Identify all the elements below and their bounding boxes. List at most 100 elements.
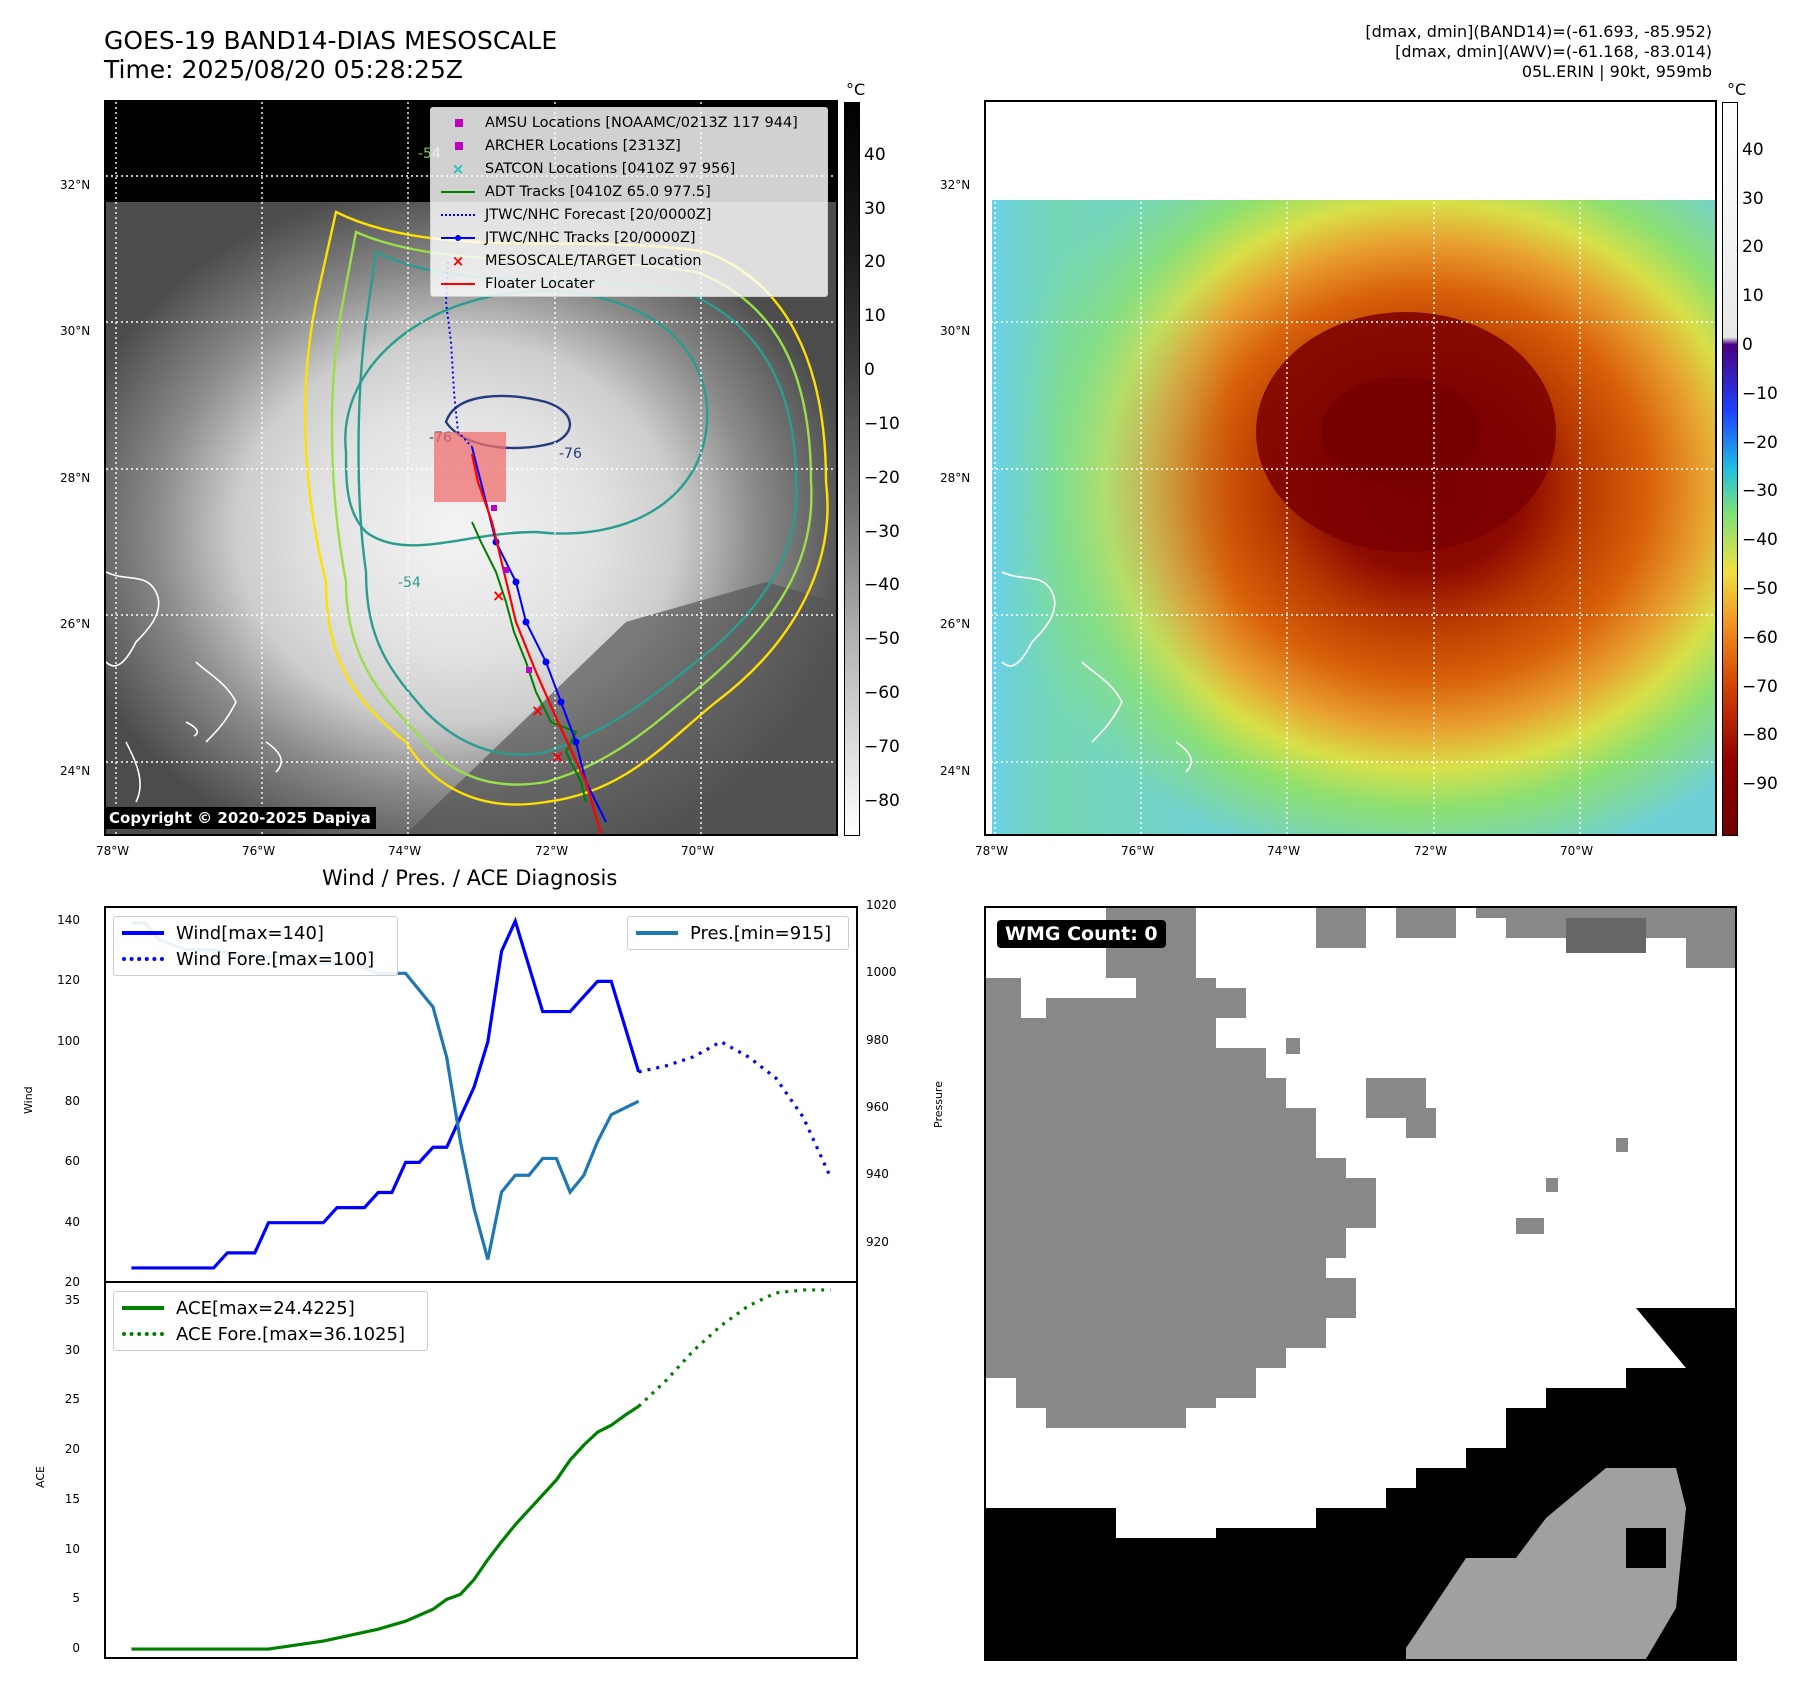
y-tick-label: 80: [64, 1094, 80, 1109]
legend-label: AMSU Locations [NOAAMC/0213Z 117 944]: [485, 115, 798, 131]
colorbar-tick: 0: [1742, 335, 1753, 355]
lon-label: 76°W: [1121, 844, 1155, 858]
y-tick-label: 0: [72, 1641, 80, 1656]
ace-chart: [104, 1281, 858, 1659]
colorbar-tick: 40: [1742, 139, 1764, 160]
lon-label: 72°W: [1414, 844, 1448, 858]
legend-label: Wind Fore.[max=100]: [176, 948, 375, 970]
colorbar-tick: −30: [864, 521, 900, 542]
y-tick-label: 10: [64, 1541, 80, 1556]
colorbar-tick: −80: [1742, 725, 1778, 746]
colorbar-tick: −50: [864, 629, 900, 650]
lon-label: 72°W: [535, 844, 569, 858]
y-tick-label: 15: [64, 1491, 80, 1506]
legend-item: JTWC/NHC Tracks [20/0000Z]: [441, 227, 696, 249]
y-tick-label: 120: [57, 973, 80, 988]
legend-label: MESOSCALE/TARGET Location: [485, 253, 702, 269]
color-ir-map-panel: [984, 100, 1717, 836]
copyright-badge: Copyright © 2020-2025 Dapiya: [104, 807, 376, 829]
wmg-count-badge: WMG Count: 0: [997, 920, 1166, 948]
y-tick-label: 25: [64, 1392, 80, 1407]
legend-item: ARCHER Locations [2313Z]: [441, 135, 681, 157]
plot-frame: [104, 1281, 858, 1659]
legend-label: JTWC/NHC Tracks [20/0000Z]: [485, 230, 696, 246]
legend-item: Wind Fore.[max=100]: [122, 946, 374, 972]
legend-item: Pres.[min=915]: [636, 920, 831, 946]
y-tick-label: 920: [866, 1234, 889, 1249]
legend-item: ADT Tracks [0410Z 65.0 977.5]: [441, 181, 711, 203]
y-tick-label: 40: [64, 1214, 80, 1229]
ace-legend: ACE[max=24.4225] ACE Fore.[max=36.1025]: [113, 1291, 428, 1351]
y-tick-label: 60: [64, 1154, 80, 1169]
colorbar-unit: °C: [846, 80, 866, 99]
colorbar-tick: 10: [864, 306, 886, 327]
lat-label: 32°N: [940, 178, 971, 192]
diagnosis-title: Wind / Pres. / ACE Diagnosis: [322, 866, 618, 890]
target-box: [434, 432, 506, 502]
colorbar-tick: −80: [864, 790, 900, 811]
y-tick-label: 960: [866, 1099, 889, 1114]
color-ir-map-image: [986, 102, 1715, 834]
y-tick-label: 5: [72, 1591, 80, 1606]
stats-line-2: [dmax, dmin](AWV)=(-61.168, -83.014): [1395, 42, 1712, 61]
y-tick-label: 20: [64, 1275, 80, 1289]
y-tick-label: 35: [64, 1292, 80, 1307]
wmg-image: [986, 908, 1735, 1659]
stats-line-3: 05L.ERIN | 90kt, 959mb: [1521, 62, 1712, 81]
ace-axis-label: ACE: [34, 1466, 47, 1488]
legend-item: JTWC/NHC Forecast [20/0000Z]: [441, 204, 711, 226]
lon-label: 74°W: [1267, 844, 1301, 858]
wmg-panel: [984, 906, 1737, 1661]
legend-item: AMSU Locations [NOAAMC/0213Z 117 944]: [441, 112, 798, 134]
legend-label: ACE Fore.[max=36.1025]: [176, 1323, 405, 1345]
title-line-2: Time: 2025/08/20 05:28:25Z: [104, 55, 463, 84]
lat-label: 26°N: [60, 617, 91, 631]
colorbar-tick: −60: [864, 683, 900, 704]
colorbar-tick: 20: [864, 252, 886, 273]
title-line-1: GOES-19 BAND14-DIAS MESOSCALE: [104, 26, 558, 55]
y-tick-label: 100: [57, 1033, 80, 1048]
colorbar-tick: 30: [864, 198, 886, 219]
colorbar-tick: −10: [864, 413, 900, 434]
contour-label: -76: [559, 446, 582, 462]
legend-label: Wind[max=140]: [176, 922, 324, 944]
y-tick-label: 140: [57, 913, 80, 928]
y-tick-label: 940: [866, 1167, 889, 1182]
lon-label: 76°W: [242, 844, 276, 858]
colorbar-tick: −40: [1742, 530, 1778, 551]
pressure-legend: Pres.[min=915]: [627, 916, 849, 950]
colorbar-tick: 40: [864, 144, 886, 165]
colorbar-tick: −60: [1742, 627, 1778, 648]
svg-text:×: ×: [492, 586, 505, 605]
y-tick-label: 1000: [866, 965, 897, 980]
wind-legend: Wind[max=140] Wind Fore.[max=100]: [113, 916, 398, 976]
colorbar-tick: −50: [1742, 579, 1778, 599]
series-line: [638, 1039, 833, 1179]
svg-text:×: ×: [531, 701, 544, 720]
legend-label: ACE[max=24.4225]: [176, 1297, 355, 1319]
lon-label: 70°W: [1560, 844, 1594, 858]
series-line: [131, 916, 641, 1270]
lon-label: 70°W: [681, 844, 715, 858]
legend-label: SATCON Locations [0410Z 97 956]: [485, 161, 736, 177]
y-tick-label: 1020: [866, 898, 897, 912]
lat-label: 30°N: [940, 324, 971, 338]
legend-item: × MESOSCALE/TARGET Location: [451, 252, 702, 270]
colorbar-tick: −20: [1742, 432, 1778, 453]
lat-label: 30°N: [60, 324, 91, 338]
colorbar-tick: −90: [1742, 774, 1778, 795]
legend-label: Floater Locater: [485, 276, 595, 292]
colorbar-tick: −70: [1742, 676, 1778, 697]
legend-label: Pres.[min=915]: [690, 922, 832, 944]
series-line: [131, 1404, 640, 1651]
lon-label: 74°W: [388, 844, 422, 858]
colorbar-tick: 0: [864, 360, 875, 381]
lat-label: 32°N: [60, 178, 91, 192]
stats-block: [dmax, dmin](BAND14)=(-61.693, -85.952) …: [1365, 22, 1712, 82]
lon-label: 78°W: [975, 844, 1009, 858]
colorbar-tick: −70: [864, 736, 900, 757]
wind-axis-label: Wind: [22, 1086, 35, 1114]
legend-item: Floater Locater: [441, 273, 594, 295]
svg-text:×: ×: [551, 747, 564, 766]
colorbar-unit: °C: [1727, 80, 1747, 99]
